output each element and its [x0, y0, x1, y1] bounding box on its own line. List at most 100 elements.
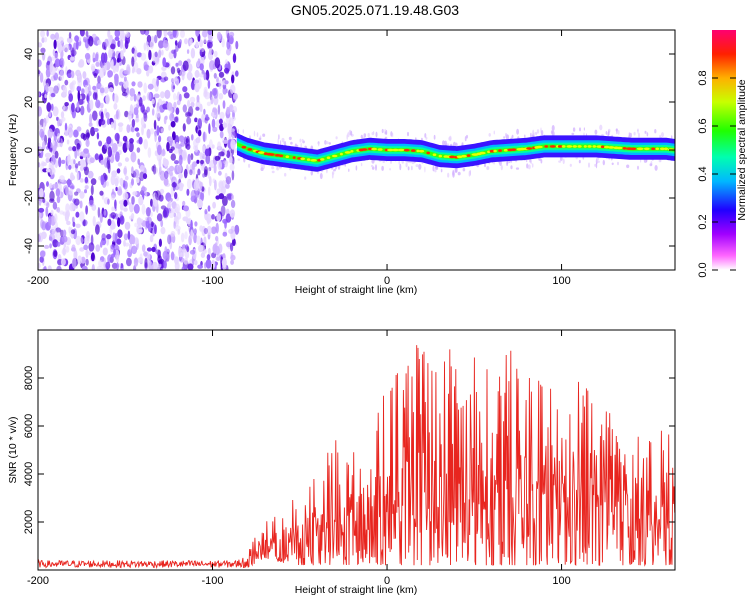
noise-blob — [122, 79, 129, 89]
ridge-core-mark — [449, 155, 455, 159]
spectrogram-xlabel: Height of straight line (km) — [295, 284, 418, 296]
noise-blob — [136, 147, 141, 153]
ridge-scatter — [595, 162, 598, 169]
noise-blob — [48, 236, 53, 241]
noise-blob — [79, 211, 85, 223]
noise-blob — [198, 73, 205, 78]
noise-blob — [91, 264, 95, 270]
noise-blob — [217, 104, 221, 115]
noise-blob — [131, 196, 135, 205]
noise-blob — [199, 39, 204, 48]
noise-blob — [162, 250, 168, 260]
noise-blob — [39, 128, 45, 138]
noise-blob — [232, 53, 237, 64]
noise-blob — [151, 35, 155, 43]
noise-blob — [102, 247, 108, 256]
noise-blob — [68, 32, 72, 39]
ridge-core-mark — [392, 148, 399, 152]
ridge-core-mark — [655, 147, 660, 151]
ridge-scatter — [319, 172, 323, 180]
ridge-scatter — [638, 132, 640, 138]
noise-blob — [156, 30, 162, 39]
noise-blob — [123, 199, 128, 207]
noise-blob — [126, 140, 130, 150]
noise-blob — [174, 160, 179, 165]
ridge-core-mark — [479, 151, 486, 155]
noise-blob — [114, 36, 120, 41]
noise-blob — [208, 176, 212, 187]
noise-blob — [89, 113, 93, 125]
noise-blob — [143, 64, 150, 71]
noise-blob — [113, 248, 116, 256]
noise-blob — [85, 258, 89, 266]
spectrogram-xtick-label: -100 — [202, 275, 224, 287]
noise-blob — [74, 191, 79, 196]
noise-blob — [81, 265, 88, 270]
ridge-scatter — [503, 136, 505, 139]
noise-blob — [79, 178, 84, 183]
noise-blob — [180, 30, 185, 38]
noise-blob — [182, 60, 189, 72]
noise-blob — [63, 242, 67, 248]
noise-blob — [76, 150, 80, 157]
ridge-scatter — [281, 137, 285, 143]
noise-blob — [225, 183, 230, 189]
noise-blob — [93, 39, 97, 45]
noise-blob — [38, 42, 43, 48]
noise-blob — [93, 128, 99, 132]
ridge-scatter — [399, 163, 402, 171]
noise-blob — [42, 140, 46, 150]
noise-blob — [70, 204, 77, 210]
ridge-core-mark — [317, 159, 321, 162]
noise-blob — [64, 122, 68, 131]
noise-blob — [171, 182, 177, 188]
noise-blob — [155, 249, 161, 255]
noise-blob — [178, 60, 183, 66]
ridge-scatter — [318, 142, 320, 147]
ridge-scatter — [335, 136, 338, 140]
ridge-band — [237, 142, 675, 163]
noise-blob — [105, 112, 110, 119]
noise-blob — [232, 105, 238, 113]
ridge-scatter — [671, 135, 673, 140]
noise-blob — [64, 79, 69, 86]
noise-blob — [56, 196, 61, 204]
noise-blob — [41, 231, 47, 240]
noise-blob — [83, 148, 89, 155]
ridge-core-mark — [664, 147, 668, 151]
ridge-scatter — [382, 160, 385, 163]
noise-blob — [40, 219, 45, 229]
colorbar: 0.0 0.2 0.4 0.6 0.8 Normalized spectral ampl… — [697, 30, 748, 278]
noise-blob — [85, 129, 90, 140]
ridge-core-mark — [604, 145, 610, 149]
ridge-scatter — [633, 131, 636, 136]
noise-blob — [157, 144, 162, 156]
noise-blob — [211, 144, 215, 149]
noise-blob — [113, 93, 119, 104]
ridge-scatter — [637, 165, 639, 170]
noise-blob — [112, 232, 116, 243]
noise-blob — [77, 79, 83, 87]
noise-blob — [119, 215, 125, 225]
snr-ytick-label: 8000 — [23, 366, 35, 390]
noise-blob — [227, 32, 230, 43]
noise-blob — [103, 209, 107, 216]
noise-blob — [185, 244, 189, 251]
ridge-scatter — [540, 130, 544, 136]
noise-blob — [163, 260, 167, 269]
noise-blob — [232, 238, 236, 247]
noise-blob — [229, 209, 236, 218]
ridge-core-mark — [487, 150, 491, 154]
noise-blob — [68, 164, 72, 170]
noise-blob — [93, 72, 98, 78]
noise-blob — [182, 248, 187, 254]
ridge-scatter — [256, 132, 259, 138]
noise-blob — [158, 135, 162, 143]
ridge-scatter — [588, 162, 590, 168]
noise-blob — [195, 106, 200, 111]
noise-blob — [167, 31, 173, 36]
noise-blob — [123, 76, 127, 82]
noise-blob — [131, 235, 136, 245]
noise-blob — [104, 38, 109, 48]
noise-blob — [201, 30, 208, 38]
